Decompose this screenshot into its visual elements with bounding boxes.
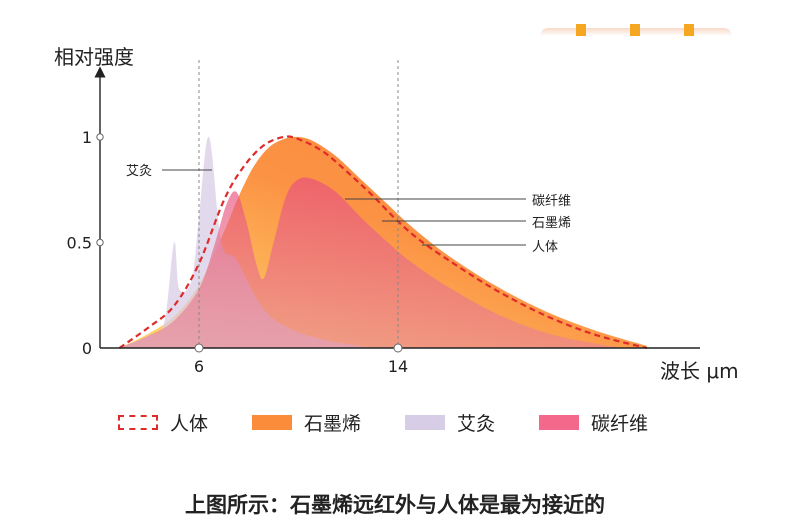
x-axis-title: 波长 μm <box>660 359 739 383</box>
legend-swatch-carbon-fiber <box>539 414 580 430</box>
decoration-peg <box>630 24 640 36</box>
y-tick-label: 0.5 <box>67 234 92 253</box>
top-decoration <box>540 14 732 36</box>
annotation-graphene: 石墨烯 <box>532 216 571 231</box>
x-tick-label: 6 <box>194 357 204 376</box>
legend-item-graphene: 石墨烯 <box>252 409 361 436</box>
decoration-peg <box>576 24 586 36</box>
y-tick-label: 1 <box>82 128 92 147</box>
legend-swatch-human <box>118 414 158 430</box>
y-tick-marker <box>96 238 104 247</box>
legend-swatch-graphene <box>252 414 293 430</box>
footer-caption: 上图所示：石墨烯远红外与人体是最为接近的 <box>185 493 605 517</box>
legend-item-human: 人体 <box>118 409 208 436</box>
x-tick-marker <box>194 343 204 353</box>
series-lines <box>118 135 648 350</box>
series-area-carbon-fiber <box>119 177 622 348</box>
legend-label-human: 人体 <box>170 412 209 435</box>
decoration-peg <box>684 24 694 36</box>
series-line-human <box>118 135 648 350</box>
legend-item-carbon-fiber: 碳纤维 <box>539 409 648 436</box>
annotation-carbon-fiber: 碳纤维 <box>532 194 571 209</box>
x-tick-label: 14 <box>388 357 408 376</box>
legend: 人体 石墨烯 艾灸 碳纤维 <box>118 406 718 438</box>
y-axis-title: 相对强度 <box>54 45 134 69</box>
y-tick-label: 0 <box>82 339 92 358</box>
legend-label-carbon-fiber: 碳纤维 <box>591 412 649 435</box>
legend-item-moxibustion: 艾灸 <box>405 409 495 436</box>
annotation-moxibustion: 艾灸 <box>126 164 152 179</box>
legend-label-graphene: 石墨烯 <box>304 412 362 435</box>
y-tick-marker <box>96 133 104 141</box>
legend-swatch-moxibustion <box>405 414 446 430</box>
annotation-human: 人体 <box>532 240 558 255</box>
legend-label-moxibustion: 艾灸 <box>457 412 496 435</box>
x-tick-marker <box>393 343 403 353</box>
